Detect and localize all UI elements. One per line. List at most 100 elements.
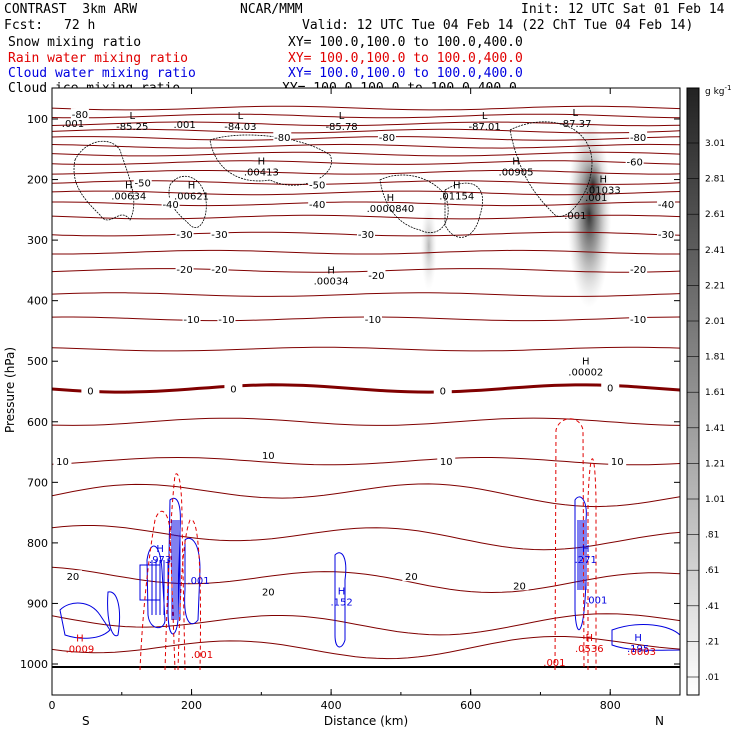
temperature-label-bg: [259, 585, 278, 597]
extremum-value-label: .0009: [66, 645, 95, 656]
colorbar-unit: g kg-1: [705, 84, 731, 97]
temperature-label-bg: [357, 228, 375, 240]
init-time: Init: 12 UTC Sat 01 Feb 14: [521, 2, 725, 17]
temperature-contour-label: -20: [368, 271, 384, 282]
y-tick-label: 400: [27, 295, 48, 308]
extremum-value-label: -87.01: [468, 122, 500, 133]
temperature-label-bg: [224, 382, 243, 394]
temperature-contour-label: -50: [309, 180, 325, 191]
extremum-value-label: .00621: [174, 192, 209, 203]
temperature-label-bg: [437, 455, 456, 467]
temperature-contour-line: [52, 170, 680, 175]
colorbar-tick-label: .61: [705, 566, 719, 576]
institution-label: NCAR/MMM: [240, 2, 303, 17]
extremum-value-label: .01154: [439, 192, 474, 203]
temperature-contour-line: [52, 180, 680, 185]
cloud-ice-contour: [379, 174, 449, 233]
temperature-label-bg: [629, 263, 648, 275]
rain-water-contour: [554, 418, 585, 671]
temperature-contour-line: [52, 190, 680, 196]
temperature-contour-label: -80: [630, 133, 646, 144]
y-tick-label: 100: [27, 113, 48, 126]
temperature-label-bg: [629, 312, 648, 324]
temperature-contour-line: [52, 160, 680, 165]
temperature-contour-line: [52, 143, 680, 149]
colorbar-tick-label: 2.81: [705, 175, 725, 185]
mixing-ratio-contour-label: .001: [585, 193, 607, 204]
x-tick-label: 0: [49, 699, 56, 712]
cloud-ice-contour: [509, 121, 593, 217]
temperature-contour-label: 10: [56, 457, 69, 468]
extremum-type-label: H: [188, 181, 196, 192]
extremum-type-label: H: [634, 633, 642, 644]
temperature-contour-label: 10: [440, 457, 453, 468]
extremum-type-label: H: [327, 265, 335, 276]
temperature-contour-label: -30: [358, 230, 374, 241]
y-tick-label: 900: [27, 597, 48, 610]
extremum-value-label: .00034: [314, 276, 349, 287]
extremum-type-label: H: [125, 181, 133, 192]
temperature-label-bg: [608, 455, 627, 467]
extremum-type-label: L: [482, 111, 488, 122]
temperature-contour-line: [52, 636, 680, 660]
temperature-contour-label: 0: [87, 386, 93, 397]
extremum-type-label: H: [599, 175, 607, 186]
fcst-label: Fcst:: [4, 18, 44, 33]
temperature-label-bg: [657, 197, 676, 209]
colorbar-gradient: [686, 87, 700, 696]
cloud-water-contours: [59, 496, 680, 651]
snow-weak-shading: [420, 201, 437, 292]
mixing-ratio-contour-label: .001: [187, 576, 209, 587]
temperature-contour-label: 20: [513, 581, 526, 592]
temperature-label-bg: [259, 449, 278, 461]
colorbar-tick-label: .81: [705, 531, 719, 541]
rain-water-contour: [139, 510, 176, 671]
temperature-contour-label: 0: [440, 386, 446, 397]
extremum-value-label: -85.78: [325, 122, 357, 133]
cloud-water-contour: [107, 591, 121, 637]
extremum-type-label: L: [238, 111, 244, 122]
temperature-contour-line: [52, 128, 680, 134]
extremum-type-label: H: [338, 586, 346, 597]
cloud-water-contour: [184, 537, 201, 625]
colorbar-tick-label: 1.61: [705, 388, 725, 398]
temperature-contour-label: 10: [262, 451, 275, 462]
cloud-water-contour: [59, 602, 111, 639]
rain-water-contour: [587, 458, 597, 670]
axes: 0 200 400 600 800100200300400500600700800900…: [20, 87, 681, 712]
temperature-contour-line: [52, 201, 680, 207]
cloud-ice-contour: [444, 182, 483, 238]
extremum-value-label: .973: [149, 555, 171, 566]
extremum-value-label: .00413: [244, 167, 279, 178]
temperature-label-bg: [81, 384, 100, 396]
x-tick-label: 800: [600, 699, 621, 712]
temperature-contour-line: [52, 383, 680, 394]
temperature-contour-label: -30: [211, 230, 227, 241]
temperature-contour-label: -20: [630, 265, 646, 276]
extremum-value-label: .00905: [499, 167, 534, 178]
y-tick-label: 800: [27, 537, 48, 550]
cloud-water-contour: [146, 545, 166, 629]
temperature-label-bg: [217, 312, 236, 324]
colorbar-tick-label: 2.61: [705, 210, 725, 220]
temperature-contour-label: -30: [658, 230, 674, 241]
mixing-ratio-contour-label: .001: [191, 650, 213, 661]
extremum-value-label: .195: [627, 644, 649, 655]
temperature-label-bg: [70, 108, 89, 120]
extremum-value-label: -87.37: [559, 119, 591, 130]
extremum-value-label: .271: [575, 555, 597, 566]
y-tick-label: 300: [27, 234, 48, 247]
temperature-contour-line: [52, 249, 680, 255]
plot-frame: [51, 87, 681, 696]
cloud-ice-contour: [209, 134, 332, 186]
extremum-value-label: .00002: [568, 367, 603, 378]
temperature-contour-label: -40: [658, 200, 674, 211]
extremum-type-label: L: [129, 111, 135, 122]
temperature-label-bg: [53, 455, 72, 467]
extremum-type-label: H: [156, 544, 164, 555]
colorbar-tick-label: 3.01: [705, 139, 725, 149]
legend-rain-xy: XY= 100.0,100.0 to 100.0,400.0: [288, 51, 523, 66]
x-axis-north-label: N: [655, 714, 664, 728]
colorbar-tick-label: 2.01: [705, 317, 725, 327]
